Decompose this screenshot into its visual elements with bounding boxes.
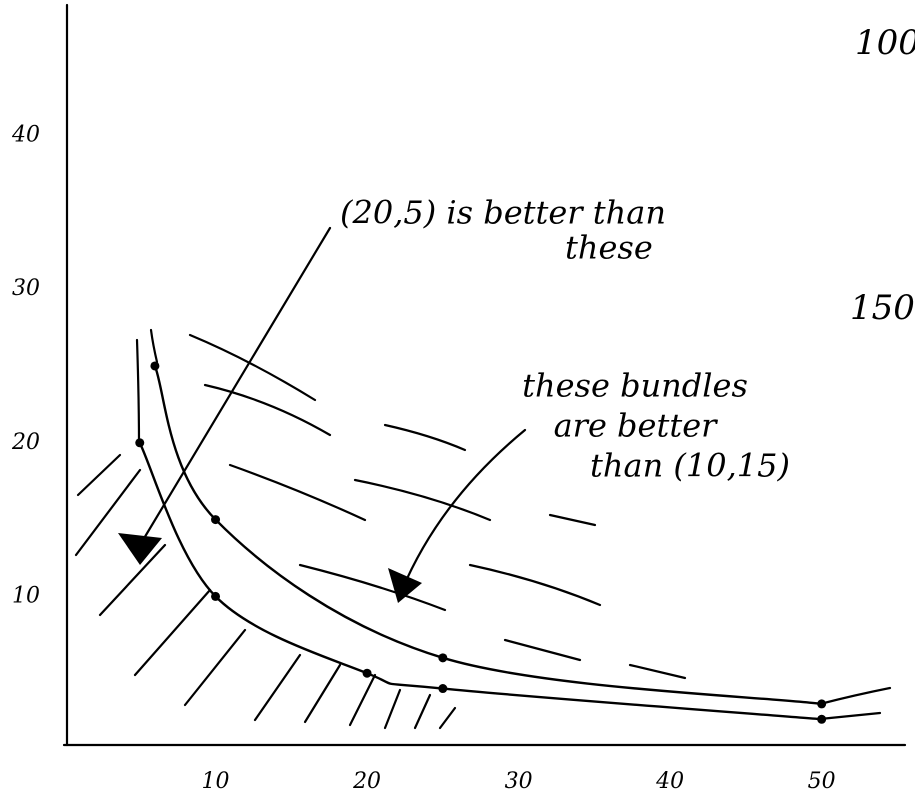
annotation: these bundles <box>522 367 748 405</box>
bundle-point <box>135 438 144 447</box>
x-tick-label: 10 <box>202 769 230 794</box>
y-tick-label: 20 <box>11 430 40 455</box>
annotation: are better <box>554 407 719 445</box>
bundle-point <box>211 592 220 601</box>
x-tick-label: 50 <box>808 769 836 794</box>
y-tick-label: 10 <box>12 583 40 608</box>
bundle-point <box>438 653 447 662</box>
y-tick-label: 30 <box>12 276 40 301</box>
bundle-point <box>817 715 826 724</box>
y-tick-label: 40 <box>11 123 40 148</box>
bundle-point <box>150 361 159 370</box>
x-tick-label: 40 <box>655 769 684 794</box>
bundle-point <box>363 669 372 678</box>
curve-label: 150 <box>850 288 915 328</box>
annotation: than (10,15) <box>590 447 790 485</box>
curve-tail <box>137 330 890 719</box>
bundle-point <box>211 515 220 524</box>
indifference-curve <box>155 366 822 704</box>
bundle-point <box>817 699 826 708</box>
annotation: (20,5) is better than <box>340 194 666 232</box>
bundle-point <box>438 684 447 693</box>
x-tick-label: 20 <box>352 769 381 794</box>
chart: (20,5) is better than these these bundle… <box>0 0 915 803</box>
x-tick-label: 30 <box>505 769 533 794</box>
curve-label: 100 <box>855 23 915 63</box>
arrows <box>118 228 525 603</box>
annotation: these <box>565 229 653 267</box>
